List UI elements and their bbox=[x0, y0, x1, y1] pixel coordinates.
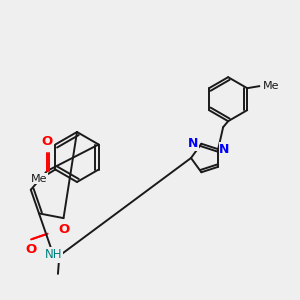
Text: N: N bbox=[188, 137, 198, 150]
Text: Me: Me bbox=[263, 81, 280, 91]
Text: Me: Me bbox=[31, 173, 47, 184]
Text: NH: NH bbox=[45, 248, 62, 262]
Text: O: O bbox=[58, 223, 69, 236]
Text: O: O bbox=[41, 135, 53, 148]
Text: O: O bbox=[26, 243, 37, 256]
Text: N: N bbox=[219, 143, 230, 156]
